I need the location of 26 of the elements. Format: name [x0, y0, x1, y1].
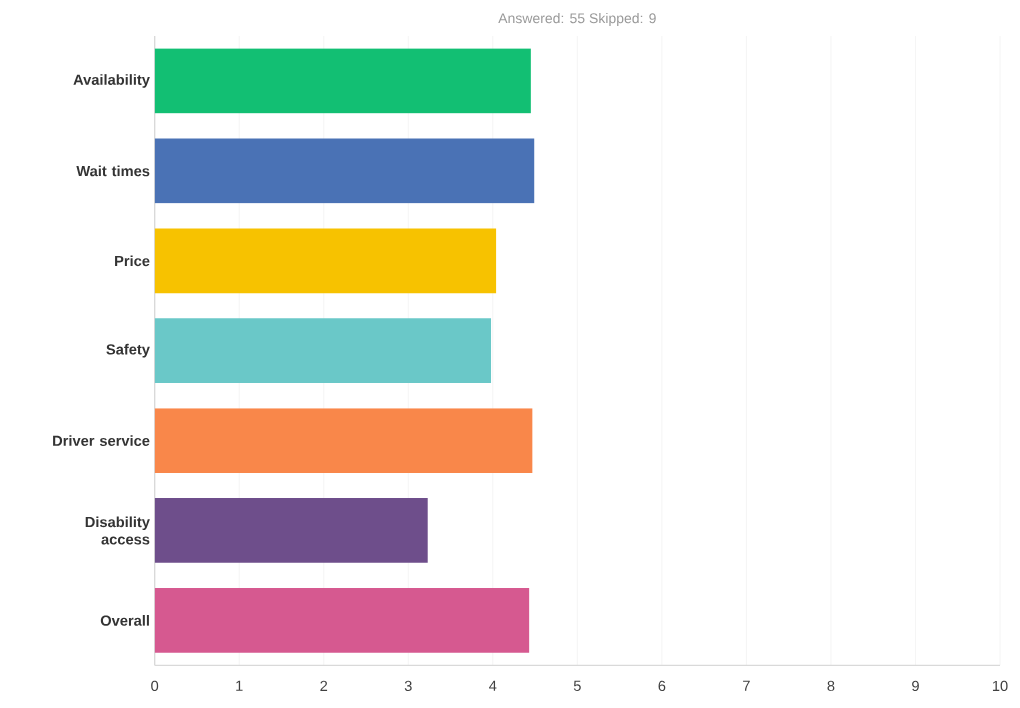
bar: [154, 408, 533, 473]
y-tick-label: Wait times: [76, 165, 150, 177]
x-tick-label: 2: [320, 680, 328, 691]
x-tick-label: 0: [151, 680, 159, 692]
y-tick-label: Disability access: [85, 516, 150, 545]
y-tick-label: Safety: [106, 343, 150, 358]
y-tick-label: Overall: [100, 615, 149, 626]
x-tick-label: 10: [992, 680, 1008, 692]
x-tick-label: 4: [489, 680, 497, 691]
bar: [154, 48, 531, 114]
bar: [154, 318, 492, 384]
y-tick-label: Driver service: [53, 435, 150, 446]
x-tick-label: 5: [573, 680, 581, 691]
bar: [154, 228, 497, 294]
x-tick-label: 3: [404, 680, 412, 692]
bar: [154, 588, 530, 653]
x-tick-label: 7: [743, 680, 750, 691]
x-tick-label: 8: [827, 680, 835, 692]
y-tick-label: Availability: [73, 74, 150, 88]
x-tick-label: 1: [236, 680, 243, 691]
chart-title: Answered: 55 Skipped: 9: [498, 12, 656, 26]
x-tick-label: 6: [658, 680, 666, 692]
bar: [154, 498, 428, 563]
y-tick-label: Price: [115, 255, 150, 267]
bar: [154, 138, 535, 204]
x-tick-label: 9: [912, 680, 919, 692]
